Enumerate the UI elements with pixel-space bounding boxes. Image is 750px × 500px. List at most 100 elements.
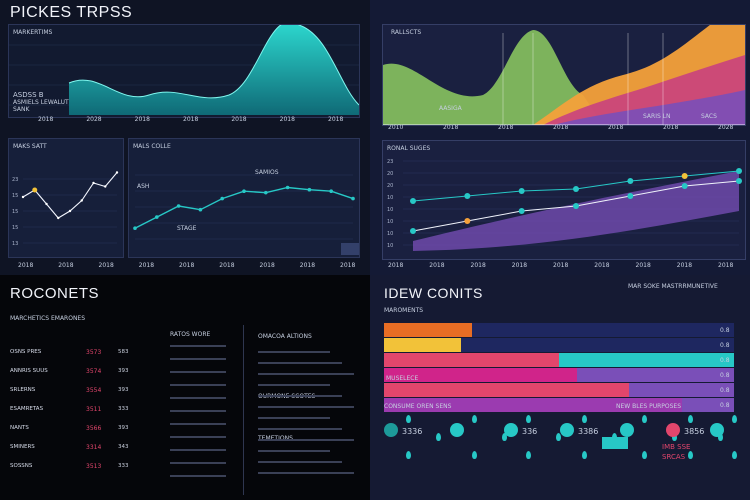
data-point — [627, 193, 634, 199]
series-line — [134, 186, 354, 229]
drop-icon — [502, 433, 507, 441]
placeholder-line — [258, 461, 342, 463]
drop-icon — [672, 433, 677, 441]
placeholder-line — [170, 384, 226, 386]
kpi-dot — [710, 423, 724, 437]
callout-1: IMB SSE — [662, 443, 691, 451]
placeholder-line — [170, 397, 226, 399]
row-value: 3554 — [86, 387, 102, 394]
y-tick: 10 — [387, 243, 393, 249]
kpi-dot — [450, 423, 464, 437]
data-point — [573, 186, 579, 192]
row-label: SOSSNS — [10, 463, 33, 469]
y-tick: 13 — [12, 241, 18, 247]
x-tick: 2018 — [498, 124, 514, 131]
x-tick: 2018 — [553, 124, 569, 131]
label-sacs: SACS — [701, 113, 717, 120]
data-point — [518, 188, 525, 194]
placeholder-line — [170, 436, 226, 438]
x-tick: 2010 — [388, 124, 404, 131]
x-tick: 2018 — [608, 124, 624, 131]
bar-value: 0.8 — [720, 372, 730, 379]
x-tick: 2018 — [388, 262, 404, 269]
y-tick: 15 — [12, 225, 18, 231]
y-tick: 23 — [12, 177, 18, 183]
bar-value: 0.8 — [720, 387, 730, 394]
data-point — [410, 198, 416, 204]
dashboard-top-left: PICKES TRPSS MARKERTIMS ASDSS B ASMIELS … — [0, 0, 370, 275]
stacked-area-panel: RALLSCTS AASIGA SARIS LN SACS — [382, 15, 746, 126]
row-label: ESAMRETAS — [10, 406, 44, 412]
x-tick: 2018 — [328, 116, 344, 123]
drop-icon — [556, 433, 561, 441]
drop-icon — [688, 415, 693, 423]
data-point — [736, 168, 742, 174]
y-tick: 15 — [12, 209, 18, 215]
drop-icon — [436, 433, 441, 441]
x-tick: 2018 — [219, 262, 235, 269]
x-tick: 2018 — [38, 116, 54, 123]
x-tick: 2018 — [429, 262, 445, 269]
bar-segment-b — [471, 323, 734, 337]
x-tick: 2018 — [470, 262, 486, 269]
y-tick: 20 — [387, 171, 393, 177]
row-label: ANNRIS SUUS — [10, 368, 48, 374]
dashboard-bottom-left: ROCONETS MARCHETICS EMARONES RATOS WORE … — [0, 275, 370, 500]
row-label: NANTS — [10, 425, 29, 431]
data-point — [410, 228, 416, 234]
x-tick: 2018 — [718, 262, 734, 269]
x-tick: 2028 — [86, 116, 102, 123]
row-label: SMINERS — [10, 444, 35, 450]
x-tick: 2018 — [511, 262, 528, 269]
bar-segment-a — [384, 338, 461, 352]
row-number: 393 — [118, 387, 129, 393]
footer-a: CONSUME OREN SENS — [384, 403, 452, 410]
line-chart-right — [133, 174, 359, 255]
page-title: PICKES TRPSS — [10, 4, 133, 21]
placeholder-line — [258, 384, 330, 386]
data-point — [573, 203, 579, 209]
bar-segment-b — [576, 368, 734, 382]
placeholder-line — [170, 462, 226, 464]
kpi-value: 3336 — [402, 427, 423, 436]
bar-marker — [341, 243, 359, 255]
drop-icon — [718, 433, 723, 441]
x-tick: 2018 — [58, 262, 74, 269]
row-value: 3573 — [86, 349, 102, 356]
legend-c: SANK — [13, 106, 30, 113]
callout-stage: STAGE — [177, 225, 197, 232]
x-tick: 2018 — [340, 262, 356, 269]
placeholder-line — [258, 362, 342, 364]
x-tick: 2018 — [18, 262, 34, 269]
x-tick: 2018 — [553, 262, 569, 269]
drop-icon — [732, 451, 737, 459]
line-chart-left: 23 15 15 15 13 — [12, 171, 119, 247]
y-tick: 10 — [387, 231, 393, 237]
line-chart-right-panel: MALS COLLE ASH STAGE SAMIOS — [128, 138, 360, 258]
kpi-value: 3386 — [578, 427, 599, 436]
data-point — [220, 196, 224, 201]
bar-segment-a — [384, 368, 577, 382]
multi-line-title: RONAL SUGES — [387, 145, 431, 152]
drop-icon — [526, 415, 531, 423]
y-tick: 10 — [387, 207, 393, 213]
x-tick: 2018 — [279, 116, 295, 123]
data-point — [329, 189, 333, 193]
drop-icon — [688, 451, 693, 459]
area-chart-panel: MARKERTIMS ASDSS B ASMIELS LEWALUT SANK — [8, 21, 360, 118]
data-point — [32, 187, 38, 193]
data-point — [68, 209, 72, 213]
data-point — [198, 207, 203, 212]
line-right-title: MALS COLLE — [133, 143, 171, 150]
bar-segment-a — [384, 383, 629, 397]
kpi-dot — [620, 423, 634, 437]
area-chart — [9, 21, 360, 115]
data-point — [155, 215, 159, 219]
x-tick: 2018 — [635, 262, 651, 269]
bar-value: 0.8 — [720, 402, 730, 409]
placeholder-line — [170, 423, 226, 425]
row-number: 333 — [118, 406, 129, 412]
legend-swatch — [602, 437, 628, 449]
placeholder-line — [258, 472, 354, 474]
y-tick: 15 — [12, 193, 18, 199]
